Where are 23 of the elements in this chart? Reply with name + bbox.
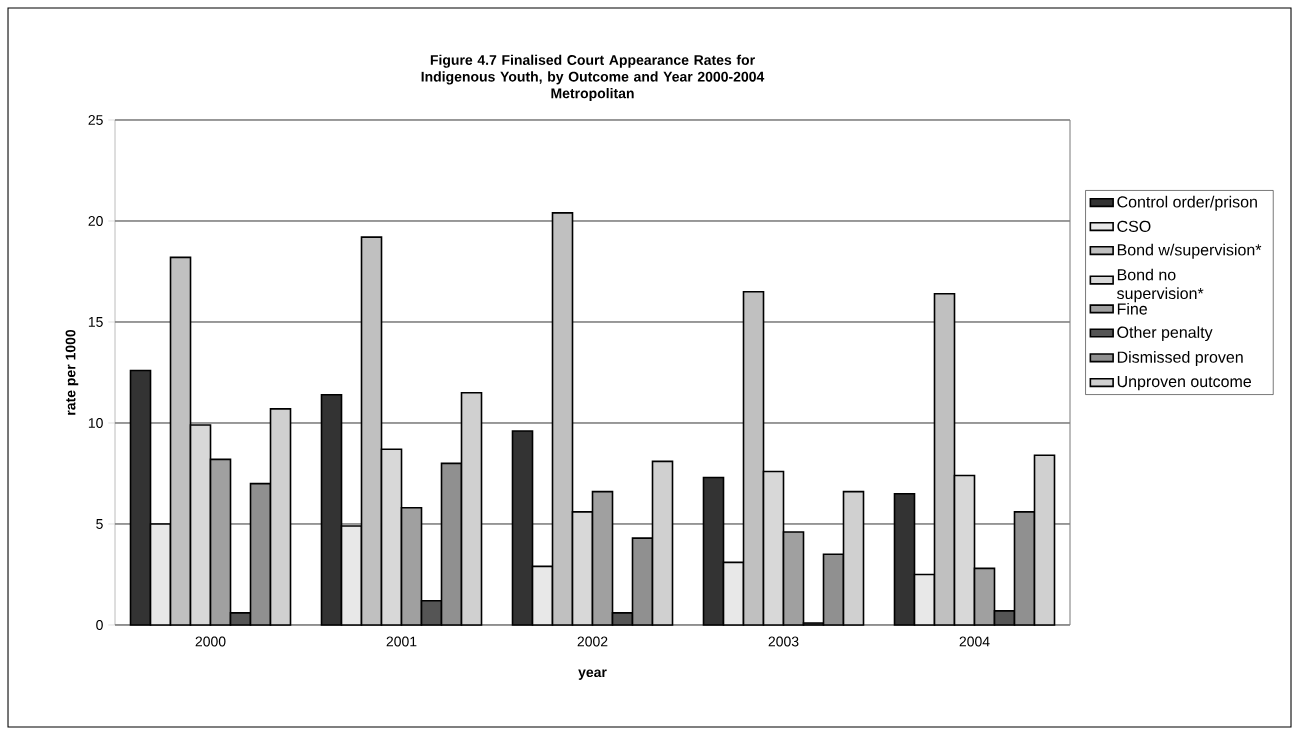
legend-label: Fine [1117, 302, 1147, 315]
x-tick-label: 2003 [768, 636, 799, 647]
x-tick-label: 2000 [195, 636, 226, 647]
y-tick-label: 10 [88, 418, 103, 428]
legend-label: Other penalty [1117, 326, 1213, 342]
chart-subtitle: Metropolitan [551, 88, 634, 102]
y-tick-label: 15 [88, 317, 103, 327]
x-tick-label: 2002 [577, 636, 608, 647]
y-tick-label: 5 [96, 519, 103, 529]
x-tick-label: 2004 [959, 636, 990, 647]
legend-label: Control order/prison [1117, 195, 1257, 211]
legend-label: Bond no supervision* [1117, 268, 1204, 303]
y-axis-title: rate per 1000 [65, 329, 79, 415]
legend-label: Bond w/supervision* [1117, 243, 1262, 259]
x-axis-title: year [578, 669, 607, 680]
y-tick-label: 0 [96, 620, 103, 630]
x-tick-label: 2001 [386, 636, 417, 647]
y-tick-label: 20 [88, 216, 103, 226]
legend-label: Dismissed proven [1117, 351, 1243, 367]
legend-label: Unproven outcome [1117, 375, 1252, 391]
legend-label: CSO [1117, 220, 1151, 232]
y-tick-label: 25 [88, 115, 103, 125]
chart-title: Figure 4.7 Finalised Court Appearance Rates for Indigenous Youth, by Outcome and Year 2000-2004 [421, 54, 765, 85]
